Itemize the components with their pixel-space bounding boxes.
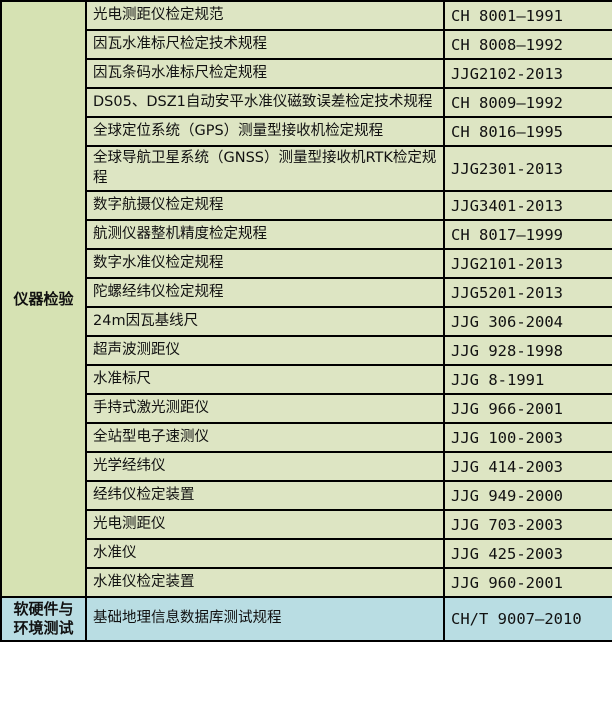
standard-name-cell: 全站型电子速测仪 [85,422,445,454]
table-row: 全站型电子速测仪 JJG 100-2003 [1,422,612,454]
standard-name-cell: 24m因瓦基线尺 [85,306,445,338]
standard-name-cell: 航测仪器整机精度检定规程 [85,219,445,251]
standard-name-cell: 光电测距仪 [85,509,445,541]
standard-code-cell: JJG 966-2001 [443,393,612,425]
table-row: 因瓦条码水准标尺检定规程 JJG2102-2013 [1,58,612,89]
table-row: 数字航摄仪检定规程 JJG3401-2013 [1,190,612,222]
table-row: 陀螺经纬仪检定规程 JJG5201-2013 [1,277,612,309]
table-row: 因瓦水准标尺检定技术规程 CH 8008—1992 [1,29,612,60]
table-row: 全球定位系统（GPS）测量型接收机检定规程 CH 8016—1995 [1,116,612,147]
standard-name-cell: 手持式激光测距仪 [85,393,445,425]
table-row: 水准仪 JJG 425-2003 [1,538,612,570]
standard-code-cell: JJG 414-2003 [443,451,612,483]
standard-code-cell: JJG2301-2013 [443,144,612,193]
standard-name-cell: 光电测距仪检定规范 [85,0,445,31]
standard-code-cell: CH/T 9007—2010 [443,596,612,642]
standard-name-cell: DS05、DSZ1自动安平水准仪磁致误差检定技术规程 [85,87,445,118]
standard-code-cell: JJG 960-2001 [443,567,612,599]
table-row: 全球导航卫星系统（GNSS）测量型接收机RTK检定规程 JJG2301-2013 [1,144,612,193]
standard-code-cell: JJG 306-2004 [443,306,612,338]
table-row: 航测仪器整机精度检定规程 CH 8017—1999 [1,219,612,251]
standard-code-cell: JJG2102-2013 [443,58,612,89]
standard-code-cell: CH 8009—1992 [443,87,612,118]
standard-name-cell: 光学经纬仪 [85,451,445,483]
table-row: 光电测距仪 JJG 703-2003 [1,509,612,541]
table-row: 手持式激光测距仪 JJG 966-2001 [1,393,612,425]
standard-code-cell: JJG 703-2003 [443,509,612,541]
standard-code-cell: JJG 928-1998 [443,335,612,367]
standard-name-cell: 超声波测距仪 [85,335,445,367]
standard-code-cell: JJG2101-2013 [443,248,612,280]
standard-code-cell: JJG5201-2013 [443,277,612,309]
standard-name-cell: 数字航摄仪检定规程 [85,190,445,222]
table-row: 24m因瓦基线尺 JJG 306-2004 [1,306,612,338]
standard-name-cell: 水准仪检定装置 [85,567,445,599]
table-row: 经纬仪检定装置 JJG 949-2000 [1,480,612,512]
standard-name-cell: 因瓦水准标尺检定技术规程 [85,29,445,60]
standard-name-cell: 经纬仪检定装置 [85,480,445,512]
standard-name-cell: 全球定位系统（GPS）测量型接收机检定规程 [85,116,445,147]
standard-name-cell: 基础地理信息数据库测试规程 [85,596,445,642]
standards-table-body: 仪器检验 光电测距仪检定规范 CH 8001—1991 因瓦水准标尺检定技术规程 CH … [0,0,612,642]
standard-code-cell: JJG 8-1991 [443,364,612,396]
standard-name-cell: 陀螺经纬仪检定规程 [85,277,445,309]
standard-code-cell: CH 8008—1992 [443,29,612,60]
table-row: 仪器检验 光电测距仪检定规范 CH 8001—1991 [0,0,612,599]
category-cell: 仪器检验 [0,0,87,599]
standard-code-cell: CH 8017—1999 [443,219,612,251]
table-row: 水准标尺 JJG 8-1991 [1,364,612,396]
table-row: 水准仪检定装置 JJG 960-2001 [1,567,612,599]
standard-name-cell: 水准标尺 [85,364,445,396]
standard-code-cell: JJG 949-2000 [443,480,612,512]
table-row: 数字水准仪检定规程 JJG2101-2013 [1,248,612,280]
standards-table: 仪器检验 光电测距仪检定规范 CH 8001—1991 因瓦水准标尺检定技术规程 CH … [0,0,612,642]
standard-code-cell: CH 8001—1991 [443,0,612,31]
category-cell: 软硬件与 环境测试 [0,596,87,642]
standard-code-cell: CH 8016—1995 [443,116,612,147]
standard-code-cell: JJG 100-2003 [443,422,612,454]
standard-name-cell: 水准仪 [85,538,445,570]
table-row: 软硬件与 环境测试 基础地理信息数据库测试规程 CH/T 9007—2010 [0,596,612,642]
table-row: 超声波测距仪 JJG 928-1998 [1,335,612,367]
standard-code-cell: JJG 425-2003 [443,538,612,570]
standard-name-cell: 数字水准仪检定规程 [85,248,445,280]
standard-code-cell: JJG3401-2013 [443,190,612,222]
standard-name-cell: 全球导航卫星系统（GNSS）测量型接收机RTK检定规程 [85,144,445,193]
table-row: DS05、DSZ1自动安平水准仪磁致误差检定技术规程 CH 8009—1992 [1,87,612,118]
table-row: 光学经纬仪 JJG 414-2003 [1,451,612,483]
standard-name-cell: 因瓦条码水准标尺检定规程 [85,58,445,89]
